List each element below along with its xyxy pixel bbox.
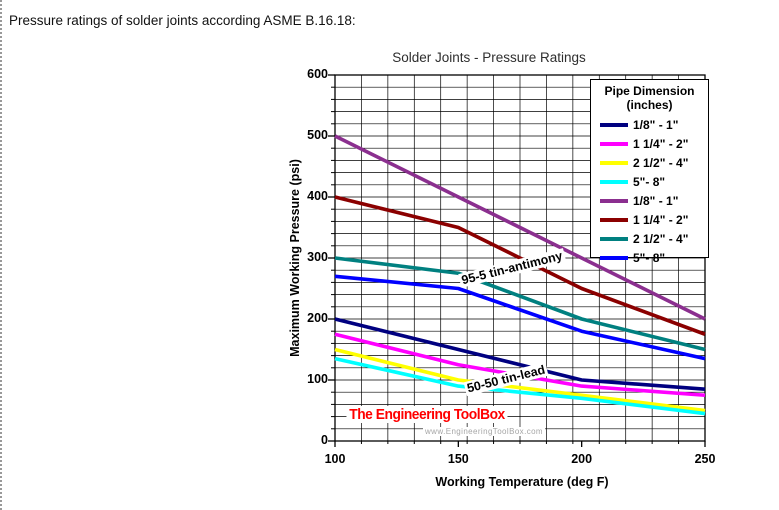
series-line <box>334 274 706 361</box>
y-tick-label: 400 <box>307 189 328 203</box>
watermark-title: The Engineering ToolBox <box>346 406 508 423</box>
legend-swatch <box>600 141 628 146</box>
legend-item-label: 1 1/4" - 2" <box>633 212 689 227</box>
legend-item-label: 5"- 8" <box>633 174 666 189</box>
legend-title: Pipe Dimension (inches) <box>591 80 708 112</box>
legend-swatch <box>600 217 628 222</box>
x-tick-label: 250 <box>694 452 716 466</box>
series-lines <box>334 134 706 416</box>
legend: Pipe Dimension (inches) 1/8" - 1" 1 1/4" … <box>590 79 709 265</box>
series-line <box>334 347 706 413</box>
legend-items: 1/8" - 1" 1 1/4" - 2" 2 1/2" - 4" 5"- 8" 1/8… <box>591 112 708 267</box>
y-tick-label: 300 <box>307 250 328 264</box>
series-line <box>334 356 706 416</box>
legend-item-label: 5"- 8" <box>633 250 666 265</box>
legend-item: 5"- 8" <box>591 172 708 191</box>
legend-title-line1: Pipe Dimension <box>604 84 695 98</box>
legend-swatch <box>600 160 628 165</box>
y-tick-label: 500 <box>307 128 328 142</box>
x-tick-label: 150 <box>447 452 469 466</box>
legend-swatch <box>600 198 628 203</box>
legend-item: 1/8" - 1" <box>591 191 708 210</box>
legend-title-line2: (inches) <box>626 98 673 112</box>
legend-swatch <box>600 122 628 127</box>
x-tick-label: 200 <box>571 452 593 466</box>
x-axis-title: Working Temperature (deg F) <box>435 475 609 489</box>
y-tick-label: 100 <box>307 372 328 386</box>
legend-item: 1 1/4" - 2" <box>591 210 708 229</box>
legend-swatch <box>600 255 628 260</box>
legend-swatch <box>600 179 628 184</box>
legend-item: 2 1/2" - 4" <box>591 229 708 248</box>
chart-title: Solder Joints - Pressure Ratings <box>392 50 586 65</box>
legend-item: 1 1/4" - 2" <box>591 134 708 153</box>
legend-item-label: 2 1/2" - 4" <box>633 231 689 246</box>
legend-item-label: 1/8" - 1" <box>633 193 679 208</box>
series-line <box>334 256 706 352</box>
y-tick-label: 200 <box>307 311 328 325</box>
x-tick-label: 100 <box>324 452 346 466</box>
legend-item: 2 1/2" - 4" <box>591 153 708 172</box>
legend-item: 1/8" - 1" <box>591 115 708 134</box>
y-tick-label: 600 <box>307 67 328 81</box>
legend-item: 5"- 8" <box>591 248 708 267</box>
series-line <box>334 317 706 391</box>
watermark-url: www.EngineeringToolBox.com <box>422 427 546 436</box>
legend-item-label: 1 1/4" - 2" <box>633 136 689 151</box>
y-tick-label: 0 <box>321 433 328 447</box>
legend-item-label: 1/8" - 1" <box>633 117 679 132</box>
page-caption: Pressure ratings of solder joints accord… <box>9 13 356 28</box>
series-line <box>334 134 706 321</box>
legend-item-label: 2 1/2" - 4" <box>633 155 689 170</box>
legend-swatch <box>600 236 628 241</box>
